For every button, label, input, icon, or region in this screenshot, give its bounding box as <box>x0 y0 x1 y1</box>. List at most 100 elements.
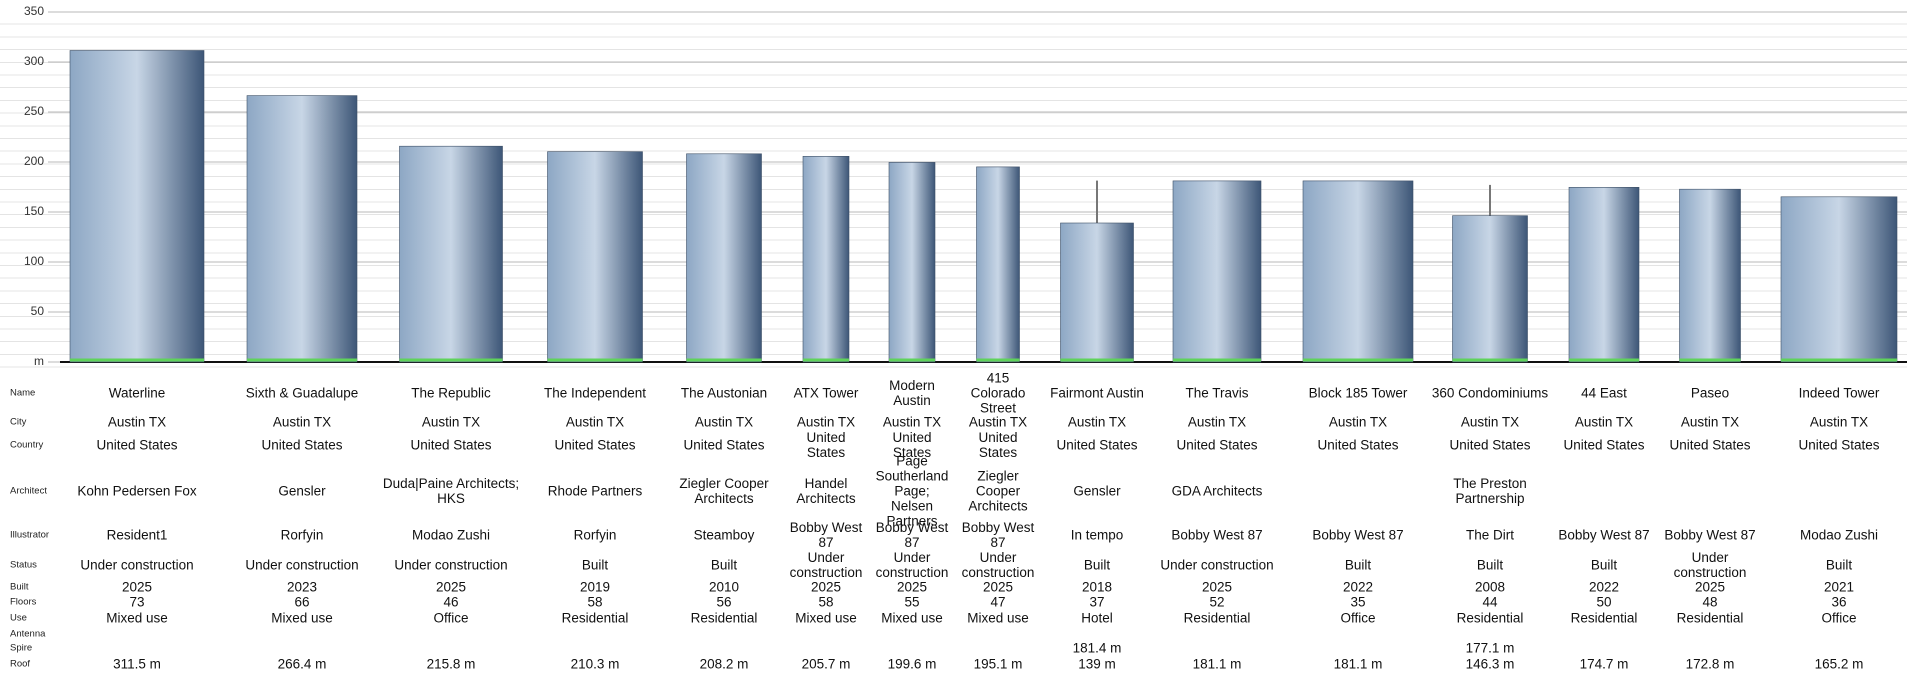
cell-status: Under construction <box>1673 550 1747 580</box>
cell-country: United States <box>554 437 636 453</box>
y-tick-label: 50 <box>31 304 45 318</box>
cell-status: Under construction <box>80 557 194 573</box>
cell-illustrator: Resident1 <box>106 527 168 543</box>
cell-built: 2010 <box>708 579 740 595</box>
cell-use: Mixed use <box>106 610 168 626</box>
cell-use: Office <box>1340 610 1376 626</box>
cell-built: 2008 <box>1474 579 1506 595</box>
cell-illustrator: Rorfyin <box>573 527 617 543</box>
cell-architect: Gensler <box>1073 483 1121 499</box>
cell-illustrator: Bobby West 87 <box>1664 527 1756 543</box>
building-name: The Travis <box>1185 385 1249 401</box>
row-label: Status <box>10 559 37 571</box>
cell-architect: Duda|Paine Architects; HKS <box>382 476 520 506</box>
cell-city: Austin TX <box>421 414 481 430</box>
height-label: 177.1 m <box>1465 640 1515 656</box>
cell-floors: 47 <box>990 594 1006 610</box>
row-label: Architect <box>10 485 47 497</box>
y-tick-label: 350 <box>24 4 44 18</box>
height-label: 181.4 m <box>1072 640 1122 656</box>
cell-built: 2022 <box>1342 579 1374 595</box>
cell-built: 2019 <box>579 579 611 595</box>
building <box>1060 222 1134 363</box>
cell-status: Built <box>1476 557 1504 573</box>
cell-illustrator: Steamboy <box>693 527 755 543</box>
y-tick-label: m <box>34 354 44 368</box>
cell-illustrator: Bobby West 87 <box>961 520 1035 550</box>
cell-floors: 36 <box>1831 594 1847 610</box>
cell-architect: Gensler <box>278 483 326 499</box>
cell-illustrator: Bobby West 87 <box>1171 527 1263 543</box>
cell-status: Under construction <box>789 550 863 580</box>
height-label: 181.1 m <box>1192 656 1242 672</box>
building-name: The Independent <box>543 385 647 401</box>
cell-built: 2022 <box>1588 579 1620 595</box>
cell-built: 2021 <box>1823 579 1855 595</box>
cell-city: Austin TX <box>107 414 167 430</box>
cell-use: Mixed use <box>271 610 333 626</box>
cell-illustrator: Bobby West 87 <box>789 520 863 550</box>
cell-country: United States <box>96 437 178 453</box>
cell-illustrator: In tempo <box>1070 527 1124 543</box>
building-name: 415 Colorado Street <box>970 370 1026 416</box>
cell-status: Under construction <box>875 550 949 580</box>
cell-illustrator: Bobby West 87 <box>1558 527 1650 543</box>
cell-built: 2025 <box>1201 579 1233 595</box>
cell-city: Austin TX <box>1187 414 1247 430</box>
y-tick-label: 150 <box>24 204 44 218</box>
cell-use: Hotel <box>1081 610 1113 626</box>
cell-architect: GDA Architects <box>1171 483 1263 499</box>
height-label: 266.4 m <box>277 656 327 672</box>
cell-use: Residential <box>561 610 629 626</box>
cell-city: Austin TX <box>1328 414 1388 430</box>
building <box>686 153 762 363</box>
cell-use: Residential <box>1676 610 1744 626</box>
height-label: 165.2 m <box>1814 656 1864 672</box>
cell-country: United States <box>1056 437 1138 453</box>
cell-status: Under construction <box>394 557 508 573</box>
building-name: Fairmont Austin <box>1050 385 1144 401</box>
building-name: ATX Tower <box>793 385 859 401</box>
cell-country: United States <box>1669 437 1751 453</box>
cell-status: Built <box>1590 557 1618 573</box>
cell-use: Residential <box>1570 610 1638 626</box>
y-tick-label: 100 <box>24 254 44 268</box>
cell-floors: 58 <box>587 594 603 610</box>
cell-floors: 58 <box>818 594 834 610</box>
building <box>547 151 643 363</box>
building <box>888 162 936 363</box>
cell-country: United States <box>978 430 1018 460</box>
cell-status: Built <box>581 557 609 573</box>
height-label: 174.7 m <box>1579 656 1629 672</box>
cell-country: United States <box>410 437 492 453</box>
cell-use: Office <box>1821 610 1857 626</box>
cell-country: United States <box>892 430 932 460</box>
cell-city: Austin TX <box>1680 414 1740 430</box>
building-name: Waterline <box>108 385 166 401</box>
cell-architect: The Preston Partnership <box>1453 476 1527 506</box>
cell-built: 2025 <box>1694 579 1726 595</box>
cell-built: 2023 <box>286 579 318 595</box>
cell-use: Office <box>433 610 469 626</box>
cell-city: Austin TX <box>1809 414 1869 430</box>
cell-country: United States <box>1449 437 1531 453</box>
height-label: 311.5 m <box>113 656 161 672</box>
cell-architect: Ziegler Cooper Architects <box>968 468 1028 514</box>
cell-city: Austin TX <box>1067 414 1127 430</box>
cell-country: United States <box>1798 437 1880 453</box>
cell-floors: 46 <box>443 594 459 610</box>
cell-use: Mixed use <box>881 610 943 626</box>
building-name: Paseo <box>1690 385 1730 401</box>
cell-country: United States <box>1317 437 1399 453</box>
cell-use: Mixed use <box>795 610 857 626</box>
cell-city: Austin TX <box>1460 414 1520 430</box>
cell-city: Austin TX <box>694 414 754 430</box>
cell-city: Austin TX <box>796 414 856 430</box>
cell-use: Mixed use <box>967 610 1029 626</box>
building-name: Sixth & Guadalupe <box>245 385 359 401</box>
height-label: 205.7 m <box>801 656 851 672</box>
height-label: 146.3 m <box>1465 656 1515 672</box>
cell-architect: Kohn Pedersen Fox <box>77 483 197 499</box>
cell-illustrator: Modao Zushi <box>1799 527 1879 543</box>
